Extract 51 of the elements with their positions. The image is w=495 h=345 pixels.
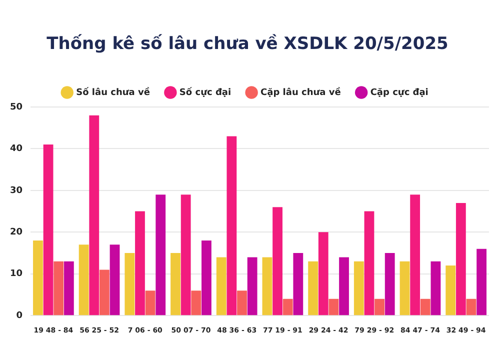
bar bbox=[354, 261, 364, 316]
bar bbox=[456, 202, 466, 316]
bar bbox=[430, 261, 441, 316]
bar bbox=[156, 194, 166, 316]
bar bbox=[374, 298, 384, 316]
bar bbox=[202, 240, 212, 316]
bar bbox=[216, 257, 226, 316]
bar bbox=[466, 298, 476, 316]
bar bbox=[145, 290, 156, 316]
bar bbox=[226, 136, 237, 316]
bar bbox=[78, 244, 89, 316]
bar bbox=[410, 194, 420, 316]
y-tick-label: 40 bbox=[10, 144, 23, 154]
bar bbox=[272, 207, 282, 316]
legend-label: Số lâu chưa về bbox=[76, 86, 150, 98]
bar bbox=[124, 253, 135, 316]
bar bbox=[110, 244, 120, 316]
bar bbox=[170, 253, 180, 316]
bar bbox=[89, 115, 100, 316]
bar bbox=[339, 257, 349, 316]
bar bbox=[476, 248, 486, 316]
bar bbox=[33, 240, 43, 316]
bar bbox=[318, 232, 328, 316]
bar bbox=[420, 298, 430, 316]
bar bbox=[135, 211, 145, 316]
legend-label: Số cực đại bbox=[179, 86, 232, 98]
bar bbox=[446, 266, 456, 316]
chart-title: Thống kê số lâu chưa về XSDLK 20/5/2025 bbox=[46, 34, 450, 54]
legend-label: Cặp lâu chưa về bbox=[260, 86, 341, 98]
legend-label: Cặp cực đại bbox=[370, 86, 428, 98]
bar bbox=[282, 298, 293, 316]
bar bbox=[180, 194, 191, 316]
bar bbox=[54, 261, 64, 316]
bar bbox=[384, 253, 395, 316]
y-tick-label: 50 bbox=[10, 102, 23, 112]
y-tick-label: 10 bbox=[10, 269, 23, 280]
bar bbox=[364, 211, 374, 316]
bar bbox=[328, 298, 339, 316]
bar bbox=[100, 270, 110, 316]
bar bbox=[43, 144, 54, 316]
bar bbox=[247, 257, 258, 316]
bar bbox=[293, 253, 304, 316]
bar bbox=[64, 261, 74, 316]
bar bbox=[237, 290, 247, 316]
y-tick-label: 30 bbox=[10, 186, 23, 196]
y-tick-label: 0 bbox=[16, 310, 23, 321]
bar bbox=[308, 261, 318, 316]
bar bbox=[191, 290, 202, 316]
bar bbox=[400, 261, 410, 316]
bar bbox=[262, 257, 272, 316]
y-tick-label: 20 bbox=[10, 228, 23, 238]
